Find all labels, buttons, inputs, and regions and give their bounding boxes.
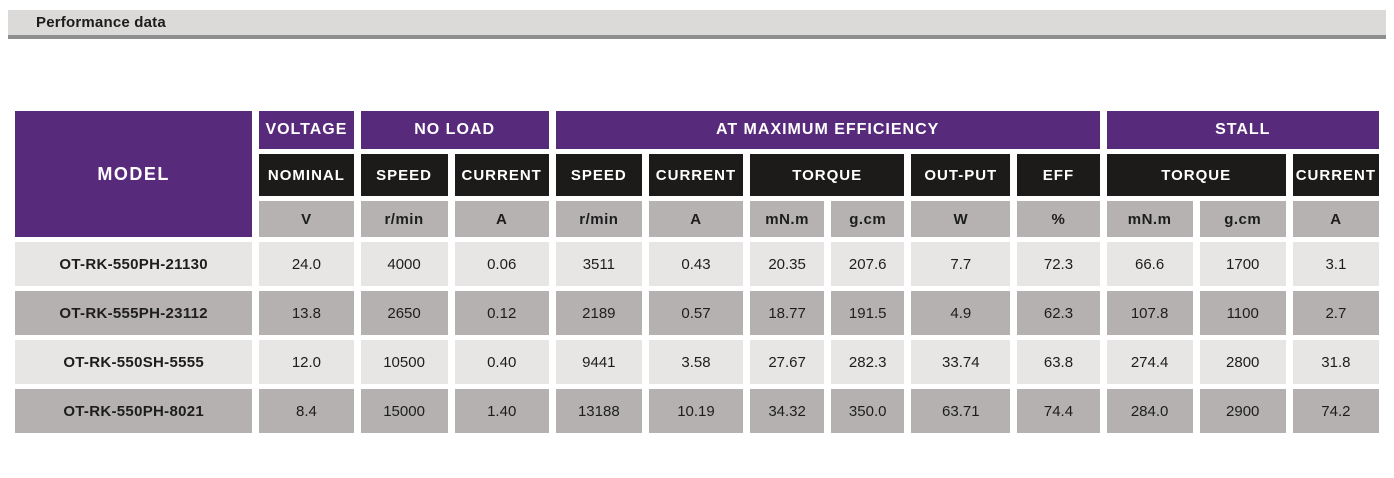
value-cell: 8.4 bbox=[259, 389, 354, 433]
value-cell: 1.40 bbox=[454, 389, 549, 433]
column-header-model: MODEL bbox=[15, 111, 253, 237]
model-cell: OT-RK-550SH-5555 bbox=[15, 340, 253, 384]
value-cell: 4.9 bbox=[911, 291, 1011, 335]
value-cell: 63.8 bbox=[1017, 340, 1100, 384]
unit-cell: r/min bbox=[360, 201, 448, 237]
subheader-row: NOMINAL SPEED CURRENT SPEED CURRENT TORQ… bbox=[15, 154, 1379, 196]
value-cell: 3.58 bbox=[648, 340, 744, 384]
subheader-stall-current: CURRENT bbox=[1292, 154, 1379, 196]
column-group-row: MODEL VOLTAGE NO LOAD AT MAXIMUM EFFICIE… bbox=[15, 111, 1379, 237]
column-group-voltage: VOLTAGE bbox=[259, 111, 354, 149]
value-cell: 24.0 bbox=[259, 242, 354, 286]
unit-cell: g.cm bbox=[1199, 201, 1286, 237]
model-cell: OT-RK-550PH-21130 bbox=[15, 242, 253, 286]
value-cell: 34.32 bbox=[750, 389, 825, 433]
subheader-maxeff-current: CURRENT bbox=[648, 154, 744, 196]
table-row: OT-RK-550PH-21130 24.0 4000 0.06 3511 0.… bbox=[15, 242, 1379, 286]
subheader-nominal: NOMINAL bbox=[259, 154, 354, 196]
value-cell: 10.19 bbox=[648, 389, 744, 433]
value-cell: 3511 bbox=[555, 242, 642, 286]
value-cell: 2650 bbox=[360, 291, 448, 335]
table-row: OT-RK-555PH-23112 13.8 2650 0.12 2189 0.… bbox=[15, 291, 1379, 335]
subheader-eff: EFF bbox=[1017, 154, 1100, 196]
units-row: V r/min A r/min A mN.m g.cm W % mN.m g.c… bbox=[15, 201, 1379, 237]
value-cell: 0.12 bbox=[454, 291, 549, 335]
value-cell: 1700 bbox=[1199, 242, 1286, 286]
value-cell: 31.8 bbox=[1292, 340, 1379, 384]
value-cell: 33.74 bbox=[911, 340, 1011, 384]
value-cell: 282.3 bbox=[831, 340, 905, 384]
value-cell: 1100 bbox=[1199, 291, 1286, 335]
unit-cell: A bbox=[1292, 201, 1379, 237]
model-cell: OT-RK-555PH-23112 bbox=[15, 291, 253, 335]
value-cell: 72.3 bbox=[1017, 242, 1100, 286]
value-cell: 20.35 bbox=[750, 242, 825, 286]
model-cell: OT-RK-550PH-8021 bbox=[15, 389, 253, 433]
column-group-stall: STALL bbox=[1106, 111, 1379, 149]
value-cell: 0.43 bbox=[648, 242, 744, 286]
value-cell: 13188 bbox=[555, 389, 642, 433]
section-title: Performance data bbox=[36, 14, 166, 31]
value-cell: 63.71 bbox=[911, 389, 1011, 433]
value-cell: 350.0 bbox=[831, 389, 905, 433]
value-cell: 3.1 bbox=[1292, 242, 1379, 286]
unit-cell: A bbox=[648, 201, 744, 237]
value-cell: 9441 bbox=[555, 340, 642, 384]
unit-cell: mN.m bbox=[1106, 201, 1193, 237]
subheader-maxeff-speed: SPEED bbox=[555, 154, 642, 196]
value-cell: 7.7 bbox=[911, 242, 1011, 286]
value-cell: 0.06 bbox=[454, 242, 549, 286]
value-cell: 107.8 bbox=[1106, 291, 1193, 335]
value-cell: 74.4 bbox=[1017, 389, 1100, 433]
subheader-noload-current: CURRENT bbox=[454, 154, 549, 196]
performance-table: MODEL VOLTAGE NO LOAD AT MAXIMUM EFFICIE… bbox=[8, 106, 1386, 438]
value-cell: 10500 bbox=[360, 340, 448, 384]
column-group-at-maximum-efficiency: AT MAXIMUM EFFICIENCY bbox=[555, 111, 1100, 149]
unit-cell: A bbox=[454, 201, 549, 237]
value-cell: 0.40 bbox=[454, 340, 549, 384]
value-cell: 284.0 bbox=[1106, 389, 1193, 433]
unit-cell: g.cm bbox=[831, 201, 905, 237]
value-cell: 18.77 bbox=[750, 291, 825, 335]
value-cell: 27.67 bbox=[750, 340, 825, 384]
unit-cell: V bbox=[259, 201, 354, 237]
value-cell: 0.57 bbox=[648, 291, 744, 335]
value-cell: 12.0 bbox=[259, 340, 354, 384]
unit-cell: mN.m bbox=[750, 201, 825, 237]
value-cell: 2800 bbox=[1199, 340, 1286, 384]
value-cell: 2900 bbox=[1199, 389, 1286, 433]
unit-cell: % bbox=[1017, 201, 1100, 237]
value-cell: 62.3 bbox=[1017, 291, 1100, 335]
subheader-stall-torque: TORQUE bbox=[1106, 154, 1286, 196]
table-row: OT-RK-550PH-8021 8.4 15000 1.40 13188 10… bbox=[15, 389, 1379, 433]
value-cell: 2189 bbox=[555, 291, 642, 335]
value-cell: 2.7 bbox=[1292, 291, 1379, 335]
table-row: OT-RK-550SH-5555 12.0 10500 0.40 9441 3.… bbox=[15, 340, 1379, 384]
section-title-bar: Performance data bbox=[8, 10, 1386, 39]
value-cell: 66.6 bbox=[1106, 242, 1193, 286]
unit-cell: r/min bbox=[555, 201, 642, 237]
column-group-no-load: NO LOAD bbox=[360, 111, 549, 149]
value-cell: 207.6 bbox=[831, 242, 905, 286]
value-cell: 4000 bbox=[360, 242, 448, 286]
value-cell: 274.4 bbox=[1106, 340, 1193, 384]
unit-cell: W bbox=[911, 201, 1011, 237]
value-cell: 191.5 bbox=[831, 291, 905, 335]
value-cell: 74.2 bbox=[1292, 389, 1379, 433]
subheader-output: OUT-PUT bbox=[911, 154, 1011, 196]
value-cell: 15000 bbox=[360, 389, 448, 433]
value-cell: 13.8 bbox=[259, 291, 354, 335]
subheader-noload-speed: SPEED bbox=[360, 154, 448, 196]
subheader-maxeff-torque: TORQUE bbox=[750, 154, 905, 196]
